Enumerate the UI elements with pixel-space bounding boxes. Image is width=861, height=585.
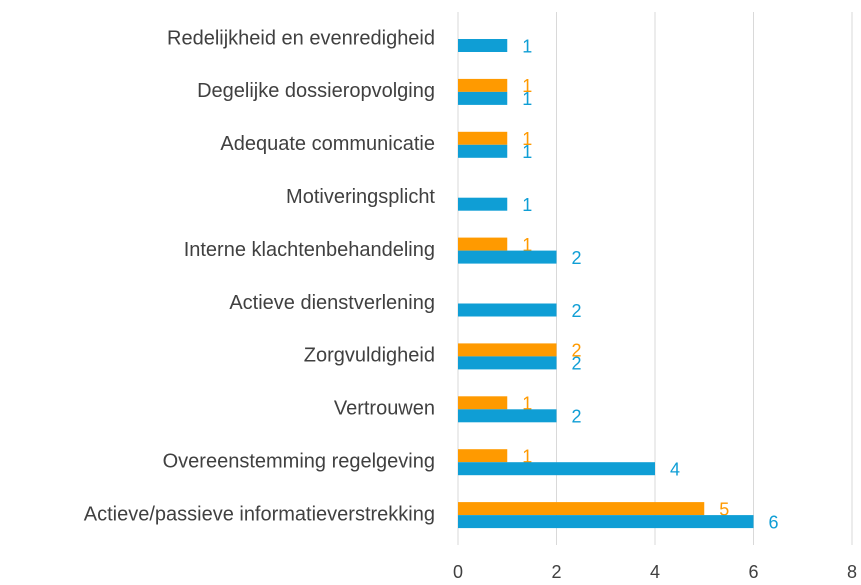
value-label: 1	[522, 446, 532, 466]
x-tick-label: 6	[748, 562, 758, 582]
bar	[458, 39, 508, 52]
category-label: Adequate communicatie	[220, 133, 435, 155]
bar	[458, 409, 557, 423]
bar	[458, 502, 705, 516]
value-label: 4	[670, 459, 680, 479]
value-label: 1	[522, 235, 532, 255]
value-label: 1	[522, 142, 532, 162]
category-label: Degelijke dossieropvolging	[197, 80, 435, 102]
category-label: Overeenstemming regelgeving	[163, 450, 435, 472]
value-label: 1	[522, 76, 532, 96]
value-label: 6	[769, 512, 779, 532]
value-label: 2	[572, 354, 582, 374]
category-label: Actieve dienstverlening	[229, 292, 435, 314]
value-label: 1	[522, 36, 532, 56]
bar	[458, 91, 508, 105]
bar	[458, 250, 557, 264]
category-label: Interne klachtenbehandeling	[184, 239, 435, 261]
category-label: Actieve/passieve informatieverstrekking	[84, 503, 435, 525]
bar	[458, 396, 508, 410]
category-label: Redelijkheid en evenredigheid	[167, 27, 435, 49]
bar	[458, 197, 508, 211]
value-label: 1	[522, 394, 532, 414]
category-label: Vertrouwen	[334, 398, 435, 420]
bar	[458, 356, 557, 370]
bar	[458, 237, 508, 251]
bar	[458, 131, 508, 145]
x-tick-label: 8	[847, 562, 857, 582]
bar	[458, 343, 557, 357]
value-label: 1	[522, 195, 532, 215]
value-label: 2	[572, 248, 582, 268]
bar	[458, 462, 655, 476]
value-label: 1	[522, 89, 532, 109]
x-tick-label: 0	[453, 562, 463, 582]
x-tick-label: 2	[551, 562, 561, 582]
value-label: 2	[572, 301, 582, 321]
x-tick-label: 4	[650, 562, 660, 582]
category-label: Zorgvuldigheid	[304, 345, 435, 367]
bar	[458, 144, 508, 158]
value-label: 2	[572, 407, 582, 427]
value-label: 1	[522, 129, 532, 149]
bar	[458, 515, 754, 529]
bar	[458, 78, 508, 92]
bar	[458, 449, 508, 463]
value-label: 2	[572, 341, 582, 361]
bar	[458, 303, 557, 317]
value-label: 5	[719, 499, 729, 519]
category-label: Motiveringsplicht	[286, 186, 435, 208]
